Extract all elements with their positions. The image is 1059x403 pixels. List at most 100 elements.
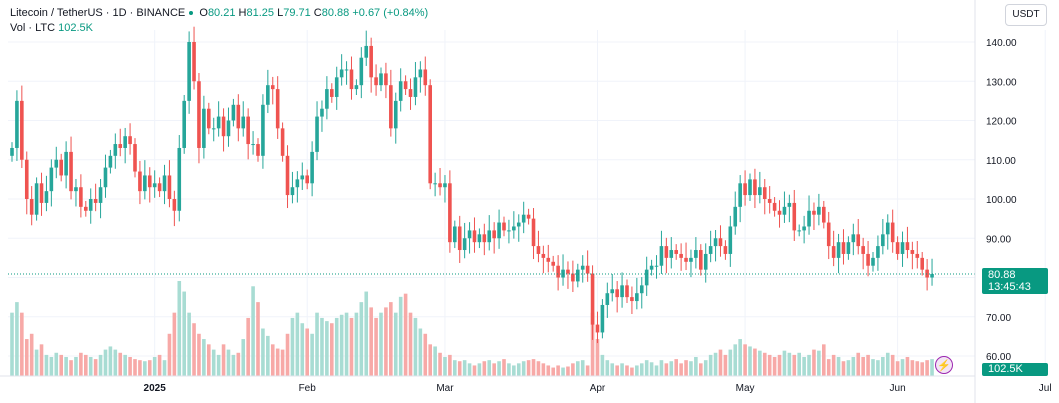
candle-body — [157, 183, 162, 192]
volume-bar — [295, 312, 300, 376]
volume-bar — [10, 312, 14, 376]
candle-body — [851, 234, 856, 243]
volume-bar — [925, 360, 929, 376]
bar-countdown: 13:45:43 — [988, 281, 1031, 293]
ohlc-row: Litecoin / TetherUS · 1D · BINANCE O80.2… — [10, 6, 428, 21]
candle-body — [930, 274, 934, 278]
volume-bar — [54, 352, 59, 376]
candle-body — [590, 273, 595, 325]
candle-body — [143, 175, 147, 192]
volume-bar — [369, 307, 373, 376]
candle-body — [807, 210, 811, 227]
candle-body — [713, 238, 718, 247]
candle-body — [797, 230, 801, 232]
candle-body — [74, 187, 78, 192]
price-tick-label: 130.00 — [986, 77, 1017, 88]
candle-body — [423, 69, 428, 86]
volume-bar — [443, 357, 447, 376]
volume-bar — [900, 359, 905, 376]
volume-bar — [694, 357, 698, 376]
volume-bar — [167, 333, 172, 376]
candle-body — [694, 250, 698, 258]
volume-bar — [344, 312, 349, 376]
candle-body — [20, 100, 24, 160]
candle-body — [708, 246, 713, 254]
volume-bar — [822, 344, 826, 376]
candle-body — [359, 57, 364, 86]
candle-body — [802, 226, 806, 231]
candle-body — [147, 175, 152, 188]
volume-bar — [600, 354, 605, 376]
volume-bar — [580, 360, 585, 376]
volume-bar — [905, 357, 910, 376]
candle-body — [108, 155, 113, 168]
lightning-icon[interactable]: ⚡ — [935, 356, 953, 374]
volume-bar — [615, 365, 619, 376]
price-tick-label: 120.00 — [986, 117, 1017, 128]
volume-bar — [34, 349, 39, 376]
volume-bar — [216, 354, 221, 376]
candle-body — [84, 206, 88, 211]
volume-bar — [251, 286, 255, 376]
volume-bar — [649, 362, 654, 376]
volume-bar — [457, 361, 462, 376]
candle-body — [261, 104, 265, 156]
volume-bar — [639, 363, 644, 376]
volume-bar — [211, 349, 216, 376]
volume-bar — [851, 357, 856, 376]
volume-bar — [521, 361, 526, 376]
candle-body — [457, 226, 462, 251]
volume-bar — [241, 339, 246, 376]
volume-bar — [723, 354, 728, 376]
candle-body — [885, 222, 890, 235]
candle-body — [39, 183, 44, 203]
symbol-title[interactable]: Litecoin / TetherUS · 1D · BINANCE — [10, 7, 186, 19]
candle-body — [649, 265, 654, 270]
volume-bar — [659, 360, 664, 376]
candle-body — [300, 175, 305, 180]
volume-bar — [546, 365, 551, 376]
candle-body — [408, 89, 413, 97]
candle-body — [256, 144, 260, 156]
volume-bar — [738, 339, 742, 376]
candle-body — [34, 183, 39, 215]
candle-body — [856, 234, 861, 247]
candle-body — [177, 147, 182, 211]
volume-bar — [300, 323, 305, 376]
candle-body — [630, 297, 634, 302]
candle-body — [762, 187, 767, 199]
candle-body — [915, 253, 920, 258]
volume-bar — [226, 349, 231, 376]
candle-body — [138, 171, 142, 192]
volume-bar — [669, 361, 674, 376]
candle-body — [684, 257, 688, 262]
volume-bar — [841, 361, 846, 376]
volume-bar — [207, 344, 211, 376]
volume-bar — [162, 360, 167, 376]
candle-body — [197, 81, 201, 148]
volume-bar — [389, 302, 393, 376]
volume-bar — [531, 359, 536, 376]
volume-bar — [29, 333, 34, 376]
candle-body — [152, 183, 157, 188]
volume-bar — [590, 312, 595, 376]
volume-label[interactable]: Vol · LTC — [10, 22, 56, 34]
candle-body — [595, 324, 600, 333]
candle-body — [364, 45, 369, 58]
volume-bar — [708, 354, 713, 376]
candle-body — [330, 89, 334, 97]
volume-bar — [674, 359, 678, 376]
volume-bar — [177, 281, 182, 376]
candle-body — [320, 108, 324, 117]
open-label: O — [199, 7, 208, 19]
volume-bar — [487, 360, 492, 376]
candle-body — [467, 230, 472, 239]
volume-bar — [787, 352, 792, 376]
currency-button[interactable]: USDT — [1005, 4, 1047, 26]
volume-bar — [895, 361, 900, 376]
candle-body — [615, 289, 619, 298]
candlesticks — [10, 26, 934, 344]
volume-bar — [133, 359, 137, 376]
candle-body — [133, 144, 137, 172]
